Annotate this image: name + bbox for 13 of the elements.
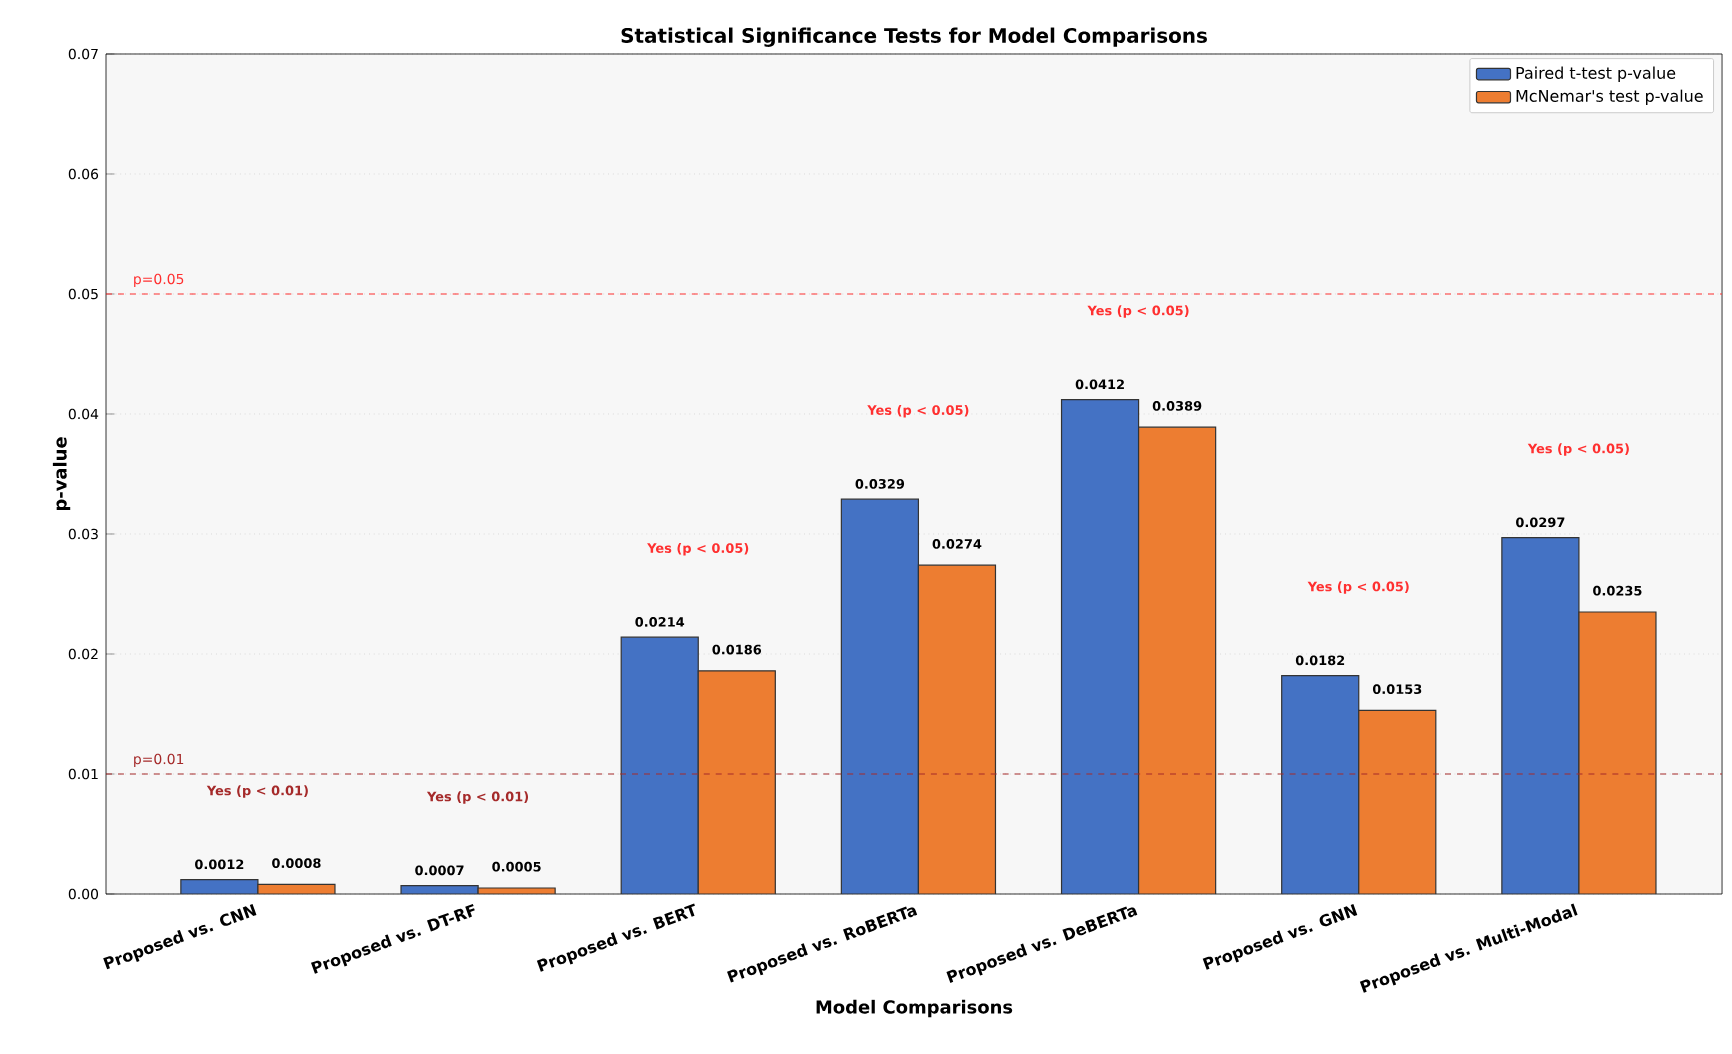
bar — [1137, 426, 1217, 894]
chart-title: Statistical Significance Tests for Model Comparisons — [621, 27, 1207, 48]
bar — [1281, 674, 1360, 894]
bar — [620, 636, 699, 894]
bar — [697, 670, 776, 894]
bar — [1358, 709, 1437, 894]
bar — [917, 564, 997, 894]
x-axis-title: Model Comparisons — [816, 999, 1013, 1018]
bar — [1501, 536, 1580, 894]
bar — [840, 498, 920, 894]
bar — [1578, 611, 1657, 894]
bar — [1060, 398, 1140, 894]
y-axis-title: p-value — [52, 437, 71, 511]
